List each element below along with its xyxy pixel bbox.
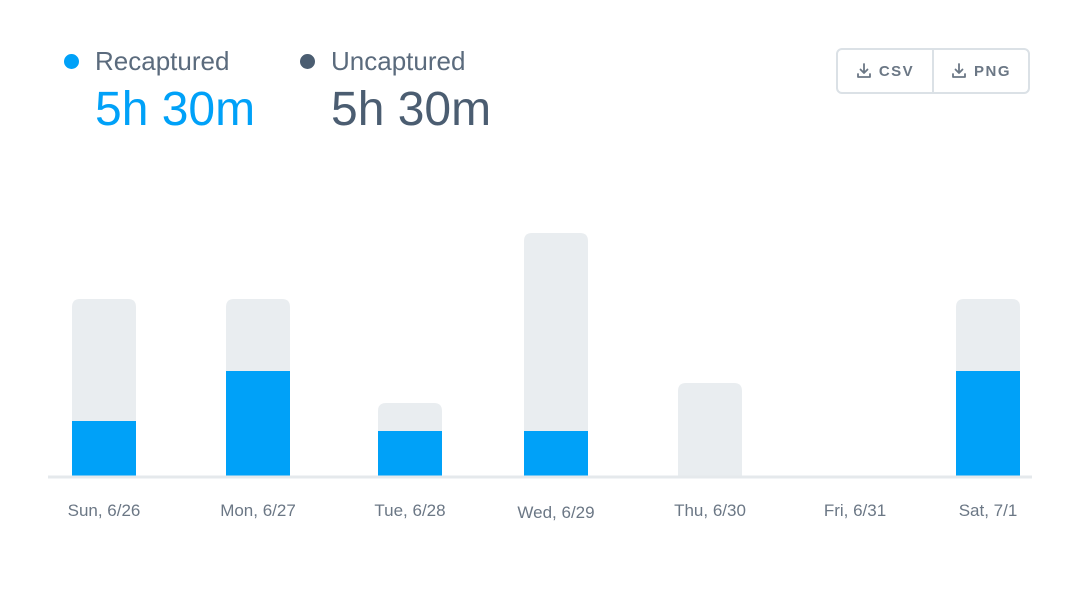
export-csv-label: CSV — [878, 62, 915, 80]
legend-uncaptured: Uncaptured 5h 30m — [300, 44, 491, 138]
legend-recaptured-header: Recaptured — [64, 44, 255, 78]
x-tick-label: Fri, 6/31 — [824, 501, 886, 520]
recaptured-bar — [72, 421, 136, 477]
legend-recaptured: Recaptured 5h 30m — [64, 44, 255, 138]
export-png-button[interactable]: PNG — [932, 50, 1028, 92]
x-tick-label: Sun, 6/26 — [68, 501, 141, 520]
uncaptured-bar — [524, 233, 588, 477]
uncaptured-dot-icon — [300, 53, 315, 69]
x-tick-label: Wed, 6/29 — [517, 503, 594, 522]
export-button-group: CSV PNG — [836, 48, 1030, 94]
uncaptured-value: 5h 30m — [331, 83, 492, 136]
recaptured-bar — [524, 431, 588, 477]
legend-uncaptured-header: Uncaptured — [300, 44, 491, 78]
x-tick-label: Mon, 6/27 — [220, 501, 296, 520]
download-icon — [952, 63, 966, 78]
download-icon — [856, 63, 871, 78]
recaptured-value: 5h 30m — [95, 83, 256, 136]
recaptured-label: Recaptured — [95, 45, 230, 76]
recaptured-bar — [956, 371, 1020, 477]
recaptured-bar — [226, 371, 290, 477]
uncaptured-bar — [678, 383, 742, 477]
recaptured-bar — [378, 431, 442, 477]
x-tick-label: Sat, 7/1 — [959, 501, 1018, 520]
x-tick-label: Tue, 6/28 — [374, 501, 445, 520]
recaptured-dot-icon — [64, 53, 79, 69]
export-csv-button[interactable]: CSV — [838, 50, 932, 92]
x-tick-label: Thu, 6/30 — [674, 501, 746, 520]
export-png-label: PNG — [973, 62, 1011, 80]
uncaptured-label: Uncaptured — [331, 45, 466, 76]
